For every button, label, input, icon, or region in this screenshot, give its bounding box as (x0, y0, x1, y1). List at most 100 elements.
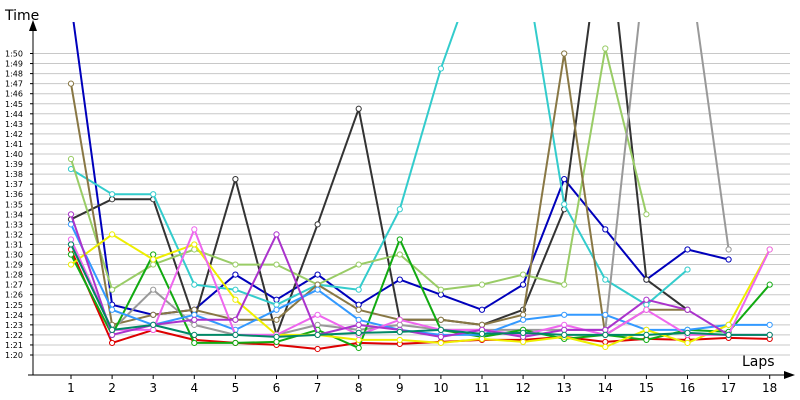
y-tick-label: 1:26 (5, 291, 23, 300)
data-point (437, 333, 444, 341)
data-point (232, 316, 239, 323)
series-11 (67, 226, 773, 338)
data-point (67, 155, 75, 163)
data-point (273, 296, 280, 303)
x-tick-label: 12 (515, 381, 530, 395)
data-point (561, 311, 568, 318)
x-tick-label: 8 (355, 381, 363, 395)
data-point (150, 261, 157, 268)
series-line (70, 243, 770, 338)
data-point (191, 311, 198, 318)
y-tick-label: 1:20 (5, 351, 23, 360)
data-point (602, 331, 609, 338)
data-point (355, 306, 362, 313)
series-13 (67, 241, 773, 341)
data-point (355, 336, 362, 344)
y-tick-labels: 1:201:211:221:231:241:251:261:271:281:29… (5, 50, 33, 360)
data-point (437, 339, 444, 347)
data-point (561, 281, 568, 288)
data-point (355, 316, 362, 323)
y-tick-label: 1:29 (5, 261, 23, 270)
data-point (725, 246, 732, 253)
data-point (602, 326, 609, 333)
y-tick-label: 1:24 (5, 311, 23, 320)
x-tick-label: 5 (232, 381, 240, 395)
y-tick-label: 1:36 (5, 190, 23, 199)
data-point (273, 231, 280, 238)
y-tick-label: 1:47 (5, 80, 23, 89)
x-tick-label: 4 (190, 381, 198, 395)
data-point (109, 331, 116, 338)
data-point (150, 286, 157, 293)
data-point (478, 335, 486, 343)
series-group (67, 22, 773, 353)
data-point (725, 256, 732, 263)
data-point (561, 331, 568, 338)
data-point (109, 339, 116, 347)
data-point (273, 261, 280, 268)
x-tick-label: 1 (67, 381, 75, 395)
data-point (191, 241, 198, 248)
data-point (150, 251, 157, 258)
x-tick-label: 15 (639, 381, 654, 395)
data-point (109, 326, 116, 333)
x-tick-labels: 1 2 3 4 5 6 7 8 9 10 11 12 13 14 15 16 17 18 (67, 375, 777, 395)
axes: Time Laps (4, 8, 795, 379)
data-point (396, 321, 403, 328)
data-point (273, 301, 280, 308)
data-point (561, 321, 568, 328)
data-point (355, 286, 362, 293)
y-tick-label: 1:41 (5, 140, 23, 149)
data-point (232, 286, 239, 293)
data-point (478, 306, 486, 313)
data-point (725, 331, 732, 338)
data-point (232, 339, 239, 347)
y-tick-label: 1:35 (5, 200, 23, 209)
data-point (232, 261, 239, 268)
data-point (150, 326, 157, 333)
data-point (437, 316, 444, 323)
y-tick-label: 1:45 (5, 100, 23, 109)
data-point (355, 105, 362, 112)
y-tick-label: 1:25 (5, 301, 23, 310)
x-tick-label: 16 (680, 381, 695, 395)
series-line (70, 223, 770, 336)
data-point (437, 326, 444, 333)
data-point (437, 286, 444, 293)
data-point (355, 301, 362, 308)
y-tick-label: 1:44 (5, 110, 23, 119)
data-point (191, 226, 198, 233)
x-tick-label: 13 (557, 381, 572, 395)
data-point (643, 336, 650, 344)
y-tick-label: 1:39 (5, 160, 23, 169)
y-tick-label: 1:34 (5, 210, 23, 219)
data-point (314, 286, 321, 293)
data-point (684, 306, 691, 313)
y-tick-label: 1:38 (5, 170, 23, 179)
data-point (766, 321, 773, 328)
series-line (70, 52, 688, 336)
data-point (67, 261, 75, 268)
grid-lines (33, 53, 790, 356)
data-point (150, 256, 157, 263)
data-point (314, 331, 321, 338)
data-point (273, 316, 280, 323)
data-point (273, 333, 280, 341)
data-point (684, 246, 691, 253)
data-point (643, 326, 650, 333)
data-point (520, 316, 527, 323)
data-point (191, 339, 198, 347)
series-line (70, 213, 770, 338)
series-3 (67, 22, 691, 308)
data-point (478, 321, 486, 328)
series-line (70, 22, 689, 336)
data-point (520, 311, 527, 318)
x-tick-label: 6 (273, 381, 281, 395)
data-point (396, 251, 403, 258)
x-tick-label: 17 (721, 381, 736, 395)
data-point (314, 321, 321, 328)
data-point (602, 338, 609, 346)
series-4 (67, 45, 650, 293)
y-tick-label: 1:31 (5, 240, 23, 249)
